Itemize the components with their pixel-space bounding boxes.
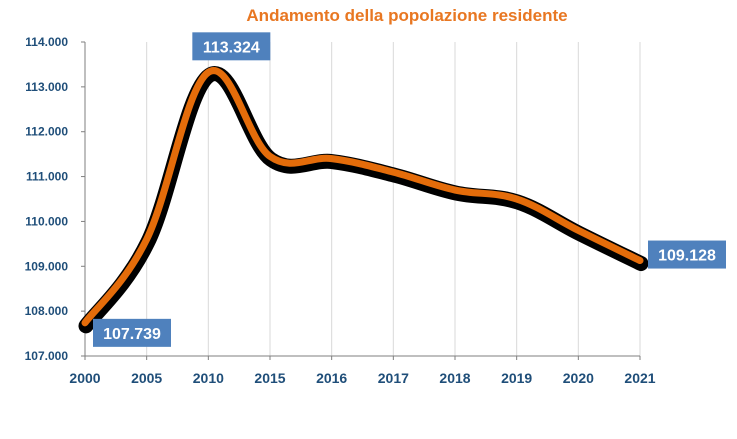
x-tick-label: 2017 bbox=[378, 370, 409, 386]
x-tick-label: 2021 bbox=[624, 370, 655, 386]
y-tick-label: 112.000 bbox=[25, 125, 68, 139]
x-tick-label: 2020 bbox=[563, 370, 594, 386]
x-tick-label: 2019 bbox=[501, 370, 532, 386]
data-label-box bbox=[648, 240, 726, 269]
data-labels: 107.739 113.324 109.128 bbox=[93, 32, 726, 347]
axes bbox=[84, 42, 640, 357]
y-axis-ticks: 107.000 108.000 109.000 110.000 111.000 112.0… bbox=[25, 35, 85, 363]
x-tick-label: 2005 bbox=[131, 370, 162, 386]
y-tick-label: 109.000 bbox=[25, 259, 69, 273]
data-label: 107.739 bbox=[103, 326, 161, 343]
series-lines bbox=[78, 66, 649, 334]
data-label: 113.324 bbox=[203, 39, 260, 56]
data-label-box bbox=[93, 318, 171, 347]
x-tick-label: 2018 bbox=[439, 370, 470, 386]
x-axis-ticks: 2000 2005 2010 2015 2016 2017 2018 2019 2020 2021 bbox=[69, 356, 656, 386]
x-tick-label: 2010 bbox=[193, 370, 224, 386]
y-tick-label: 114.000 bbox=[25, 35, 68, 49]
y-tick-label: 110.000 bbox=[25, 214, 68, 228]
series-line-shadow bbox=[78, 66, 649, 334]
grid-lines bbox=[146, 42, 641, 356]
y-tick-label: 111.000 bbox=[26, 170, 68, 184]
y-tick-label: 107.000 bbox=[25, 349, 69, 363]
x-tick-label: 2015 bbox=[254, 370, 285, 386]
series-line bbox=[81, 67, 644, 327]
x-tick-label: 2000 bbox=[69, 370, 100, 386]
chart-title: Andamento della popolazione residente bbox=[246, 6, 567, 25]
y-tick-label: 113.000 bbox=[25, 80, 68, 94]
y-tick-label: 108.000 bbox=[25, 304, 69, 318]
data-label-box bbox=[192, 32, 271, 61]
x-tick-label: 2016 bbox=[316, 370, 347, 386]
data-label: 109.128 bbox=[658, 248, 716, 265]
